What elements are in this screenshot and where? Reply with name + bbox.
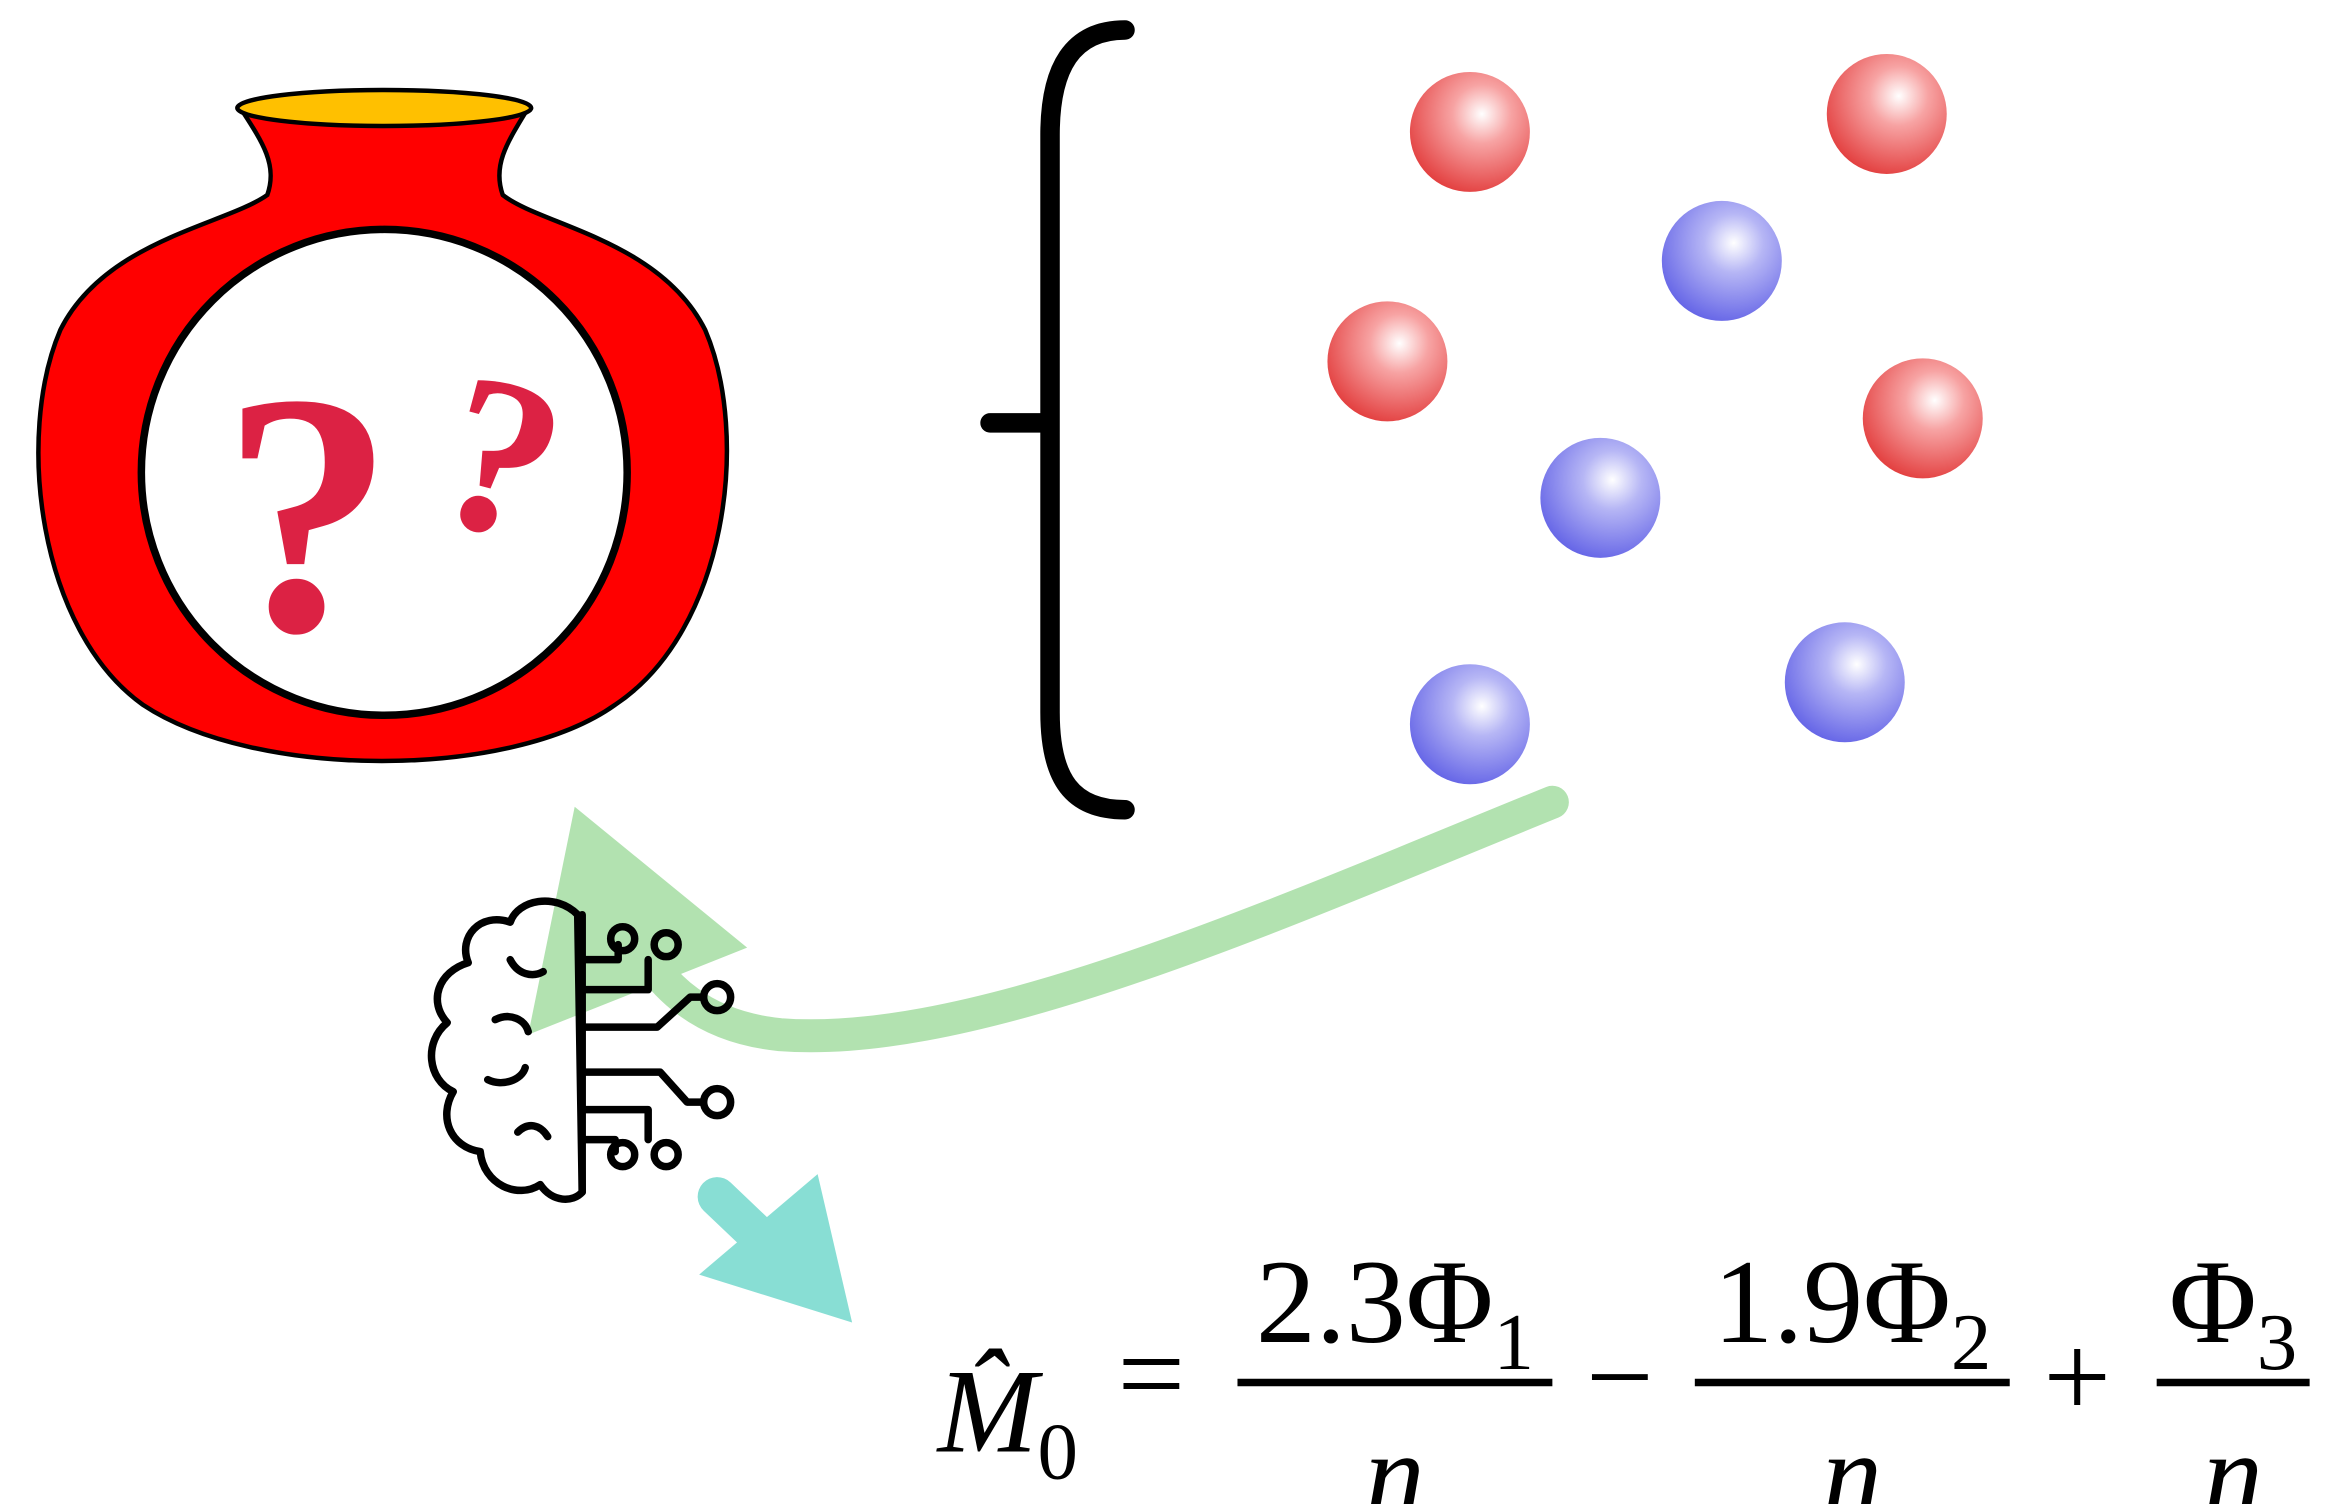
blue-ball bbox=[1540, 438, 1660, 558]
operator: − bbox=[1586, 1310, 1654, 1443]
page: ? ? M̂0 = 2.3Φ1n−1.9Φ2n+Φ3n (() => { con… bbox=[0, 0, 2352, 1504]
red-ball bbox=[1327, 301, 1447, 421]
numerator-sub: 1 bbox=[1493, 1297, 1533, 1387]
denominator: n bbox=[1822, 1407, 1882, 1504]
lhs-sub: 0 bbox=[1038, 1407, 1078, 1497]
numerator-main: 2.3Φ bbox=[1256, 1235, 1494, 1368]
red-ball bbox=[1410, 72, 1530, 192]
numerator-main: Φ bbox=[2169, 1235, 2257, 1368]
vase-mouth bbox=[237, 90, 531, 126]
brace bbox=[990, 30, 1125, 810]
denominator: n bbox=[2203, 1407, 2263, 1504]
denominator: n bbox=[1365, 1407, 1425, 1504]
formula-lhs: M̂0 bbox=[936, 1345, 1078, 1497]
numerator: 1.9Φ2 bbox=[1713, 1235, 1991, 1387]
lhs: M̂ bbox=[936, 1345, 1044, 1478]
question-mark: ? bbox=[222, 323, 394, 705]
red-ball bbox=[1863, 358, 1983, 478]
numerator-sub: 3 bbox=[2257, 1297, 2297, 1387]
numerator: Φ3 bbox=[2169, 1235, 2297, 1387]
balls bbox=[1327, 54, 1982, 784]
blue-ball bbox=[1662, 201, 1782, 321]
equals: = bbox=[1118, 1307, 1186, 1440]
green-arrow-shaft bbox=[630, 802, 1552, 1036]
numerator-main: 1.9Φ bbox=[1713, 1235, 1951, 1368]
red-ball bbox=[1827, 54, 1947, 174]
blue-ball bbox=[1410, 664, 1530, 784]
operator: + bbox=[2043, 1310, 2111, 1443]
blue-ball bbox=[1785, 622, 1905, 742]
numerator-sub: 2 bbox=[1951, 1297, 1991, 1387]
numerator: 2.3Φ1 bbox=[1256, 1235, 1534, 1387]
diagram: ? ? M̂0 = 2.3Φ1n−1.9Φ2n+Φ3n bbox=[0, 0, 2352, 1504]
